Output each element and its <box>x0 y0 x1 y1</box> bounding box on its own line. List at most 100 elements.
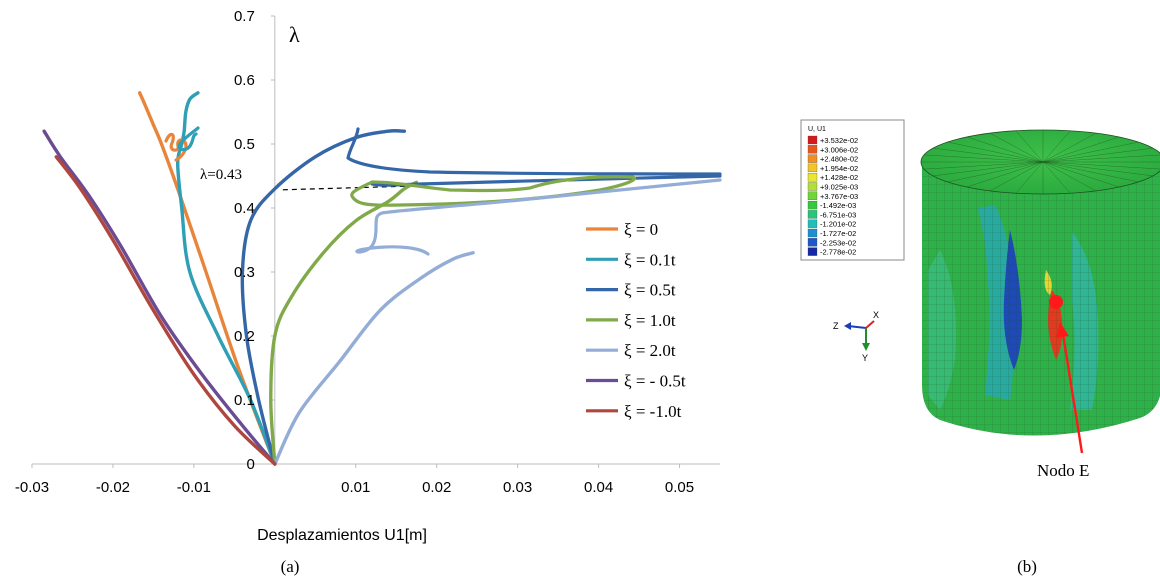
y-tick-label: 0.7 <box>234 8 255 25</box>
contour-swatch <box>807 247 818 256</box>
contour-swatch <box>807 154 818 163</box>
y-axis-label: λ <box>289 22 300 47</box>
fem-contour-panel: U, U1 +3.532e-02+3.006e-02+2.480e-02+1.9… <box>800 119 1160 576</box>
tick-labels-layer: -0.03 -0.02 -0.01 0.01 0.02 0.03 0.04 0.05 0 0.1 0… <box>15 8 694 496</box>
legend-label: ξ = - 0.5t <box>624 372 686 391</box>
cylinder-mesh <box>922 160 1160 436</box>
extra-curves-layer <box>164 126 722 256</box>
node-e-marker <box>1049 295 1063 309</box>
contour-swatch <box>807 228 818 238</box>
contour-value: +1.954e-02 <box>820 164 858 173</box>
legend-label: ξ = 2.0t <box>624 341 676 360</box>
coordinate-triad: Z X Y <box>833 310 879 363</box>
series-line-2 <box>240 129 407 466</box>
contour-value: +2.480e-02 <box>820 155 858 164</box>
series-3-loop <box>350 175 637 207</box>
contour-swatch <box>807 238 818 247</box>
top-mesh-line <box>924 161 1044 170</box>
contour-swatch <box>807 210 818 219</box>
legend-label: ξ = 0 <box>624 220 658 239</box>
series-2-return <box>370 174 722 187</box>
series-line-6 <box>54 155 277 466</box>
contour-value: -1.727e-02 <box>820 229 856 238</box>
annotation-lambda: λ=0.43 <box>200 167 242 183</box>
series-line-5 <box>42 129 277 466</box>
contour-swatch <box>807 219 818 228</box>
top-mesh-line <box>1042 141 1139 163</box>
panel-b-label: (b) <box>1017 557 1037 576</box>
top-mesh-line <box>1042 136 1120 163</box>
top-mesh-line <box>1015 161 1044 194</box>
top-mesh-line <box>1042 161 1097 192</box>
top-mesh-line <box>1042 130 1071 163</box>
y-tick-label: 0.3 <box>234 264 255 281</box>
top-mesh-line <box>1042 147 1153 163</box>
contour-value: +3.532e-02 <box>820 136 858 145</box>
series-4-plateau <box>355 178 722 256</box>
series-line-4 <box>273 251 475 466</box>
triad-x-label: X <box>873 310 879 320</box>
x-tick-label: 0.01 <box>341 479 370 496</box>
y-tick-label: 0.2 <box>234 328 255 345</box>
top-mesh-line <box>1015 130 1044 163</box>
y-tick-label: 0.1 <box>234 392 255 409</box>
x-axis-label: Desplazamientos U1[m] <box>257 527 427 544</box>
x-tick-label: -0.02 <box>96 479 130 496</box>
top-mesh-lines <box>921 130 1160 194</box>
legend-label: ξ = 1.0t <box>624 311 676 330</box>
top-mesh-line <box>933 161 1044 177</box>
x-tick-label: 0.05 <box>665 479 694 496</box>
node-e-arrowhead <box>1056 322 1069 338</box>
contour-value: -2.253e-02 <box>820 238 856 247</box>
y-tick-label: 0.4 <box>234 200 255 217</box>
y-tick-label: 0.5 <box>234 136 255 153</box>
x-tick-label: 0.04 <box>584 479 613 496</box>
contour-value: +1.428e-02 <box>820 173 858 182</box>
contour-swatch <box>807 200 818 210</box>
series-line-1 <box>175 91 277 466</box>
top-mesh-line <box>989 132 1044 163</box>
contour-value: +9.025e-03 <box>820 183 858 192</box>
series-layer <box>42 91 475 466</box>
contour-value: -6.751e-03 <box>820 210 856 219</box>
x-tick-label: -0.03 <box>15 479 49 496</box>
legend-label: ξ = 0.1t <box>624 250 676 269</box>
top-mesh-line <box>1042 161 1120 188</box>
legend-label: ξ = 0.5t <box>624 281 676 300</box>
y-tick-label: 0.6 <box>234 72 255 89</box>
displacement-chart: -0.03 -0.02 -0.01 0.01 0.02 0.03 0.04 0.05 0 0.1 0… <box>15 8 722 576</box>
series-line-0 <box>137 91 277 466</box>
contour-legend: +3.532e-02+3.006e-02+2.480e-02+1.954e-02… <box>807 135 858 257</box>
y-tick-label: 0 <box>246 456 254 473</box>
axes-layer <box>31 15 720 468</box>
contour-value: -1.492e-03 <box>820 201 856 210</box>
contour-swatch <box>807 135 818 145</box>
top-mesh-line <box>947 161 1044 183</box>
top-mesh-line <box>966 136 1044 163</box>
top-mesh-line <box>1042 161 1071 194</box>
contour-value: +3.006e-02 <box>820 145 858 154</box>
contour-value: -1.201e-02 <box>820 220 856 229</box>
x-tick-label: 0.03 <box>503 479 532 496</box>
top-mesh-line <box>1042 161 1139 183</box>
triad-y-label: Y <box>862 353 868 363</box>
node-e-label: Nodo E <box>1037 461 1089 480</box>
contour-value: -2.778e-02 <box>820 248 856 257</box>
legend-label: ξ = -1.0t <box>624 402 682 421</box>
x-tick-label: -0.01 <box>177 479 211 496</box>
top-mesh-line <box>1042 161 1153 177</box>
series-1-loop <box>177 126 200 152</box>
panel-a-label: (a) <box>281 557 300 576</box>
top-mesh-line <box>924 154 1044 163</box>
contour-legend-box <box>800 119 905 261</box>
contour-legend-title: U, U1 <box>808 126 826 133</box>
contour-swatch <box>807 145 818 154</box>
cylinder-model <box>920 129 1160 436</box>
annotation-dashed-line <box>282 185 421 191</box>
x-tick-label: 0.02 <box>422 479 451 496</box>
node-e-arrow <box>1061 333 1084 454</box>
series-line-3 <box>269 180 419 466</box>
contour-value: +3.767e-03 <box>820 192 858 201</box>
top-mesh-line <box>1042 132 1097 163</box>
top-mesh-line <box>933 147 1044 163</box>
